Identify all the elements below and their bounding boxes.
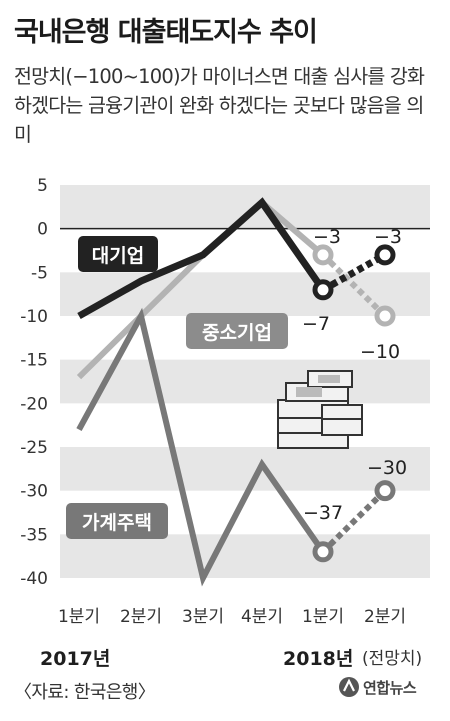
grid-band — [60, 447, 430, 491]
series-label-box — [186, 313, 288, 349]
series-lines — [76, 197, 396, 587]
forecast-note: (전망치) — [362, 649, 422, 669]
x-tick-label: 2분기 — [120, 607, 162, 627]
chart-title: 국내은행 대출태도지수 추이 — [14, 17, 318, 48]
x-tick-label: 2분기 — [364, 607, 406, 627]
y-tick-label: -30 — [20, 482, 48, 502]
year-label-2018: 2018년 — [283, 648, 353, 670]
data-value-label: −30 — [367, 457, 407, 479]
series-line — [77, 197, 326, 320]
x-tick-label: 3분기 — [182, 607, 224, 627]
yonhap-logo: 연합뉴스 — [338, 676, 417, 698]
y-tick-label: -5 — [31, 263, 48, 283]
grid-band — [60, 359, 430, 404]
data-value-label: −7 — [302, 313, 330, 335]
data-point-marker — [312, 279, 334, 301]
logo-text: 연합뉴스 — [363, 678, 417, 697]
x-tick-label: 1분기 — [58, 607, 100, 627]
y-tick-label: -25 — [20, 438, 48, 458]
y-axis-ticks: 5 0 -5 -10 -15 -20 -25 -30 -35 -40 — [20, 176, 48, 589]
y-tick-label: -20 — [20, 394, 48, 414]
y-tick-label: -10 — [20, 307, 48, 327]
forecast-segment — [320, 488, 388, 554]
data-value-label: −37 — [303, 502, 343, 524]
data-point-marker — [374, 305, 396, 327]
yonhap-logo-icon — [339, 677, 359, 697]
grid-band — [60, 534, 430, 578]
series-label: 중소기업 — [202, 322, 272, 344]
data-value-label: −3 — [374, 226, 402, 248]
series-label: 가계주택 — [82, 512, 152, 534]
data-value-label: −10 — [360, 341, 400, 363]
x-axis-ticks: 1분기 2분기 3분기 4분기 1분기 2분기 — [58, 607, 406, 627]
y-tick-label: -35 — [20, 525, 48, 545]
series-label: 대기업 — [92, 245, 144, 267]
data-point-marker — [374, 244, 396, 266]
data-point-marker — [374, 480, 396, 502]
y-tick-label: -15 — [20, 351, 48, 371]
y-tick-label: -40 — [20, 569, 48, 589]
data-point-marker — [312, 541, 334, 563]
y-tick-label: 0 — [37, 220, 48, 240]
y-tick-label: 5 — [37, 176, 48, 196]
grid-bands — [60, 185, 430, 578]
forecast-segment — [320, 252, 388, 319]
chart-subtitle: 전망치(−100~100)가 마이너스면 대출 심사를 강화하겠다는 금융기관이… — [14, 65, 425, 146]
x-tick-label: 1분기 — [302, 607, 344, 627]
source-note: 〈자료: 한국은행〉 — [14, 682, 156, 703]
year-label-2017: 2017년 — [40, 648, 110, 670]
series-label-box — [66, 503, 168, 539]
series-label-box — [78, 236, 158, 272]
forecast-segment — [321, 251, 387, 293]
series-line — [76, 307, 326, 587]
money-stack-icon — [277, 370, 363, 449]
x-tick-label: 4분기 — [241, 607, 283, 627]
data-point-marker — [312, 244, 334, 266]
data-value-label: −3 — [313, 226, 341, 248]
